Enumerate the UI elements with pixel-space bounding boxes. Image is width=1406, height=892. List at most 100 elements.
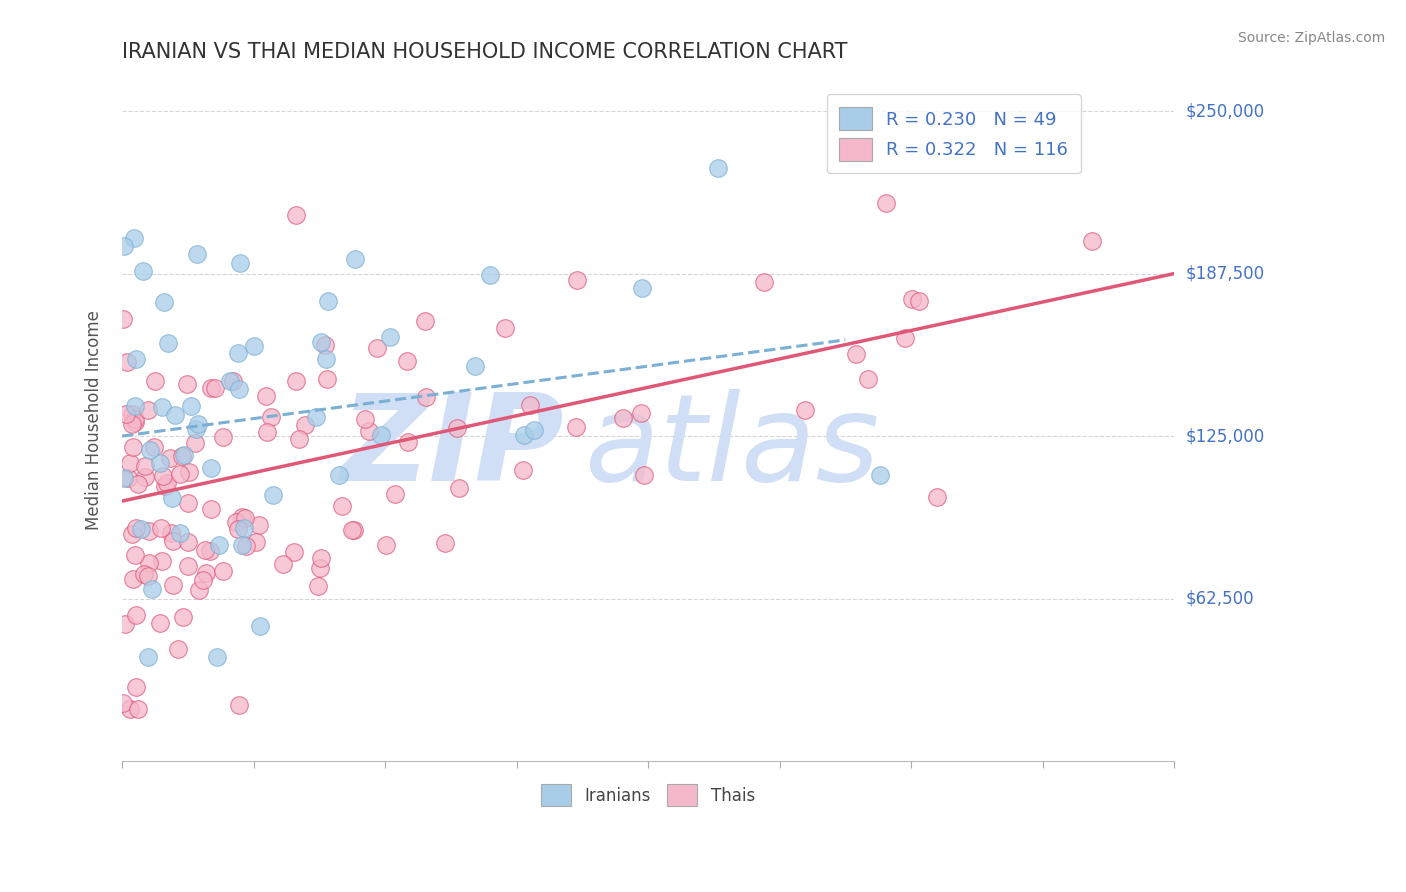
Legend: Iranians, Thais: Iranians, Thais [533,776,763,814]
Point [305,409,328,424]
Point [523,423,546,437]
Point [121,527,143,541]
Point [254,388,277,402]
Point [512,463,534,477]
Point [121,407,143,421]
Point [316,372,339,386]
Point [138,556,160,570]
Point [129,522,152,536]
Point [366,341,388,355]
Point [170,449,193,463]
Point [124,607,146,622]
Point [131,264,153,278]
Point [307,579,329,593]
Point [245,535,267,549]
Point [875,195,897,210]
Point [285,208,308,222]
Point [112,471,135,485]
Point [159,450,181,465]
Point [260,409,283,424]
Point [112,238,135,252]
Point [150,554,173,568]
Point [162,534,184,549]
Point [150,521,173,535]
Point [200,543,222,558]
Point [115,354,138,368]
Point [152,400,174,414]
Point [256,425,278,440]
Point [447,481,470,495]
Point [127,702,149,716]
Point [294,417,316,432]
Point [231,538,253,552]
Point [231,509,253,524]
Point [222,374,245,388]
Point [153,479,176,493]
Point [464,359,486,374]
Point [111,696,134,710]
Point [136,403,159,417]
Point [375,538,398,552]
Point [127,477,149,491]
Point [396,434,419,449]
Point [169,525,191,540]
Point [262,488,284,502]
Point [160,526,183,541]
Point [205,650,228,665]
Point [176,376,198,391]
Point [134,458,156,473]
Point [357,425,380,439]
Point [565,272,588,286]
Point [343,523,366,537]
Point [633,468,655,483]
Point [309,550,332,565]
Point [212,564,235,578]
Point [176,495,198,509]
Text: $125,000: $125,000 [1185,427,1264,445]
Point [519,398,541,412]
Point [204,381,226,395]
Y-axis label: Median Household Income: Median Household Income [86,310,103,530]
Point [200,502,222,516]
Point [187,583,209,598]
Point [122,572,145,586]
Point [344,252,367,266]
Point [122,231,145,245]
Text: $250,000: $250,000 [1185,102,1264,120]
Point [162,578,184,592]
Point [856,372,879,386]
Point [141,582,163,597]
Point [200,380,222,394]
Point [228,698,250,713]
Point [354,412,377,426]
Point [120,456,142,470]
Point [219,374,242,388]
Point [187,417,209,431]
Point [707,161,730,176]
Point [308,561,330,575]
Point [226,522,249,536]
Point [494,320,516,334]
Text: Source: ZipAtlas.com: Source: ZipAtlas.com [1237,31,1385,45]
Point [177,534,200,549]
Point [273,558,295,572]
Point [125,521,148,535]
Point [152,469,174,483]
Point [233,521,256,535]
Point [242,339,264,353]
Point [212,430,235,444]
Point [172,609,194,624]
Point [478,268,501,282]
Point [143,374,166,388]
Point [630,406,652,420]
Point [384,486,406,500]
Point [125,351,148,366]
Point [163,408,186,422]
Point [793,403,815,417]
Point [378,329,401,343]
Point [396,353,419,368]
Point [124,399,146,413]
Point [340,523,363,537]
Point [513,427,536,442]
Point [124,548,146,562]
